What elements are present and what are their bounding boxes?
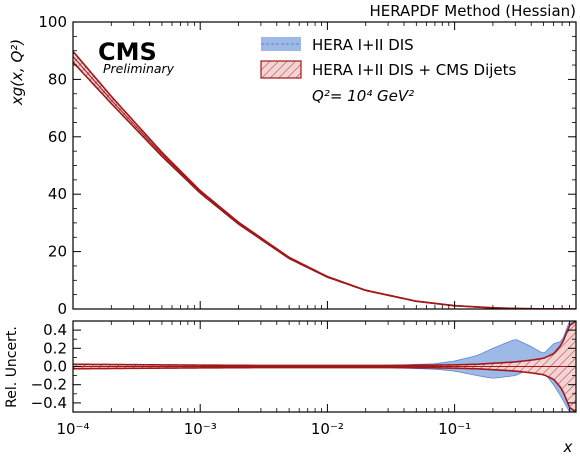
ratio-hera-cms-lower-line: [73, 366, 576, 412]
x-tick-label: 10⁻¹: [438, 420, 471, 438]
corner-title: HERAPDF Method (Hessian): [369, 2, 576, 20]
scale-label: Q²= 10⁴ GeV²: [312, 87, 414, 105]
bottom-y-axis-label: Rel. Uncert.: [4, 326, 20, 408]
bottom-y-tick-label: 0.4: [43, 321, 67, 339]
legend-item-hera-cms: HERA I+II DIS + CMS Dijets: [260, 60, 517, 79]
top-y-tick-label: 80: [48, 70, 67, 88]
cms-preliminary-text: Preliminary: [103, 61, 175, 76]
bottom-y-tick-label: −0.2: [31, 376, 67, 394]
bottom-y-tick-label: 0.0: [43, 358, 67, 376]
bottom-bands-group: [73, 321, 576, 412]
top-y-tick-label: 40: [48, 185, 67, 203]
legend-label-hera: HERA I+II DIS: [312, 36, 414, 54]
ratio-hera-cms-upper-line: [73, 321, 576, 367]
top-bands-group: [73, 50, 576, 309]
bottom-y-ticks: 0.40.20.0−0.2−0.4: [31, 321, 576, 412]
legend: HERA I+II DIS HERA I+II DIS + CMS Dijets…: [260, 36, 517, 105]
bottom-y-tick-label: −0.4: [31, 394, 67, 412]
cms-logo-text: CMS: [98, 38, 157, 66]
top-y-tick-label: 0: [57, 300, 67, 318]
x-tick-label: 10⁻⁴: [56, 420, 89, 438]
top-y-ticks: 0 20 40 60 80 100: [38, 13, 576, 318]
top-x-ticks: [72, 22, 577, 309]
series-hera-cms-central-line: [73, 56, 576, 309]
legend-item-hera: HERA I+II DIS: [261, 36, 414, 54]
top-panel: 0 20 40 60 80 100 xg(x, Q²): [8, 13, 577, 318]
bottom-x-ticks: 10⁻⁴ 10⁻³ 10⁻² 10⁻¹: [56, 321, 577, 438]
legend-swatch-hera-cms: [260, 60, 302, 79]
x-axis-label: x: [563, 438, 573, 456]
bottom-panel: 0.40.20.0−0.2−0.4 10⁻⁴ 10⁻³ 10⁻² 10⁻¹ Rel. …: [4, 320, 577, 456]
x-tick-label: 10⁻³: [184, 420, 217, 438]
top-y-tick-label: 100: [38, 13, 67, 31]
top-y-tick-label: 60: [48, 128, 67, 146]
bottom-y-tick-label: 0.2: [43, 339, 67, 357]
legend-label-hera-cms: HERA I+II DIS + CMS Dijets: [312, 61, 517, 79]
top-y-tick-label: 20: [48, 243, 67, 261]
top-y-axis-label: xg(x, Q²): [8, 39, 26, 106]
cms-logo: CMS Preliminary: [98, 38, 175, 76]
x-tick-label: 10⁻²: [311, 420, 344, 438]
